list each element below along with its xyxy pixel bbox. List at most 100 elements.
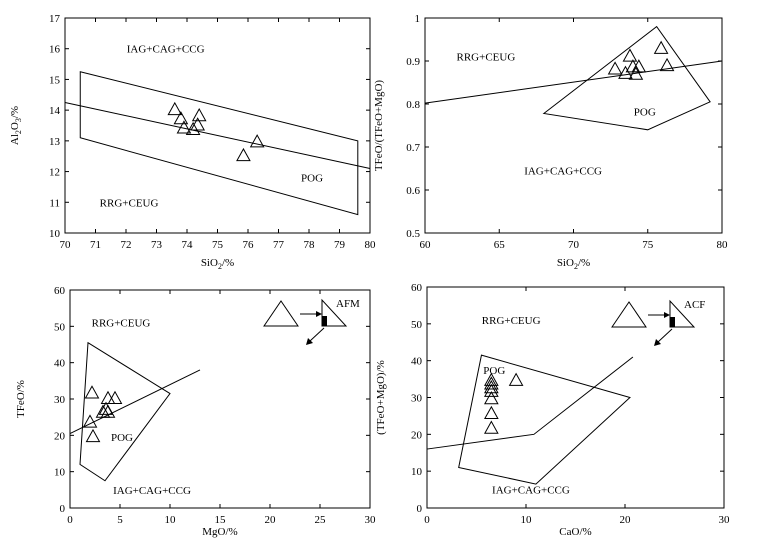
field-boundary-polygon [458,354,631,485]
discrimination-line [424,60,723,104]
y-tick-label: 0 [60,503,66,515]
field-label: IAG+CAG+CCG [127,44,205,56]
y-tick-label: 50 [54,321,66,333]
x-tick-label: 0 [424,514,430,526]
y-tick-label: 15 [49,74,61,86]
sample-point-triangle [82,414,98,428]
y-tick-label: 0.5 [406,228,420,240]
x-tick-label: 75 [212,239,224,251]
x-tick-label: 65 [494,239,506,251]
inset-label: AFM [336,298,360,310]
y-tick-label: 60 [54,285,66,297]
y-axis-label: Al2​O3​/% [9,106,23,145]
sample-point-triangle [508,372,524,386]
inset-small-triangle [669,299,696,328]
field-boundary-polygon [542,25,711,131]
chart-panel-3: 0 5 10 15 20 25 30 0 10 20 30 40 50 60 MgO/% TFeO/% RRG+… [15,285,376,538]
y-tick-label: 40 [54,358,66,370]
x-axis-label: SiO2​/% [201,257,234,271]
y-tick-label: 40 [411,356,423,368]
inset-arrow-head [664,312,670,318]
y-tick-label: 13 [49,136,61,148]
sample-point-triangle [191,108,207,122]
x-axis-label: SiO2​/% [557,257,590,271]
x-tick-label: 78 [304,239,316,251]
y-tick-label: 10 [411,466,423,478]
y-axis-label: TFeO/(TFeO+MgO) [373,80,385,171]
sample-point-triangle [659,57,675,72]
inset-down-arrow-line [309,327,325,342]
field-label: POG [301,173,323,185]
discrimination-line [426,356,634,450]
inset-diagram: ACF [611,299,705,346]
x-tick-label: 73 [151,239,163,251]
x-tick-label: 77 [273,239,285,251]
sample-point-triangle [484,376,499,390]
y-tick-label: 20 [54,430,66,442]
inset-diagram: AFM [263,298,360,345]
y-tick-label: 0.8 [406,99,420,111]
inset-large-triangle [263,300,299,327]
plot-frame [426,286,725,509]
x-tick-label: 70 [568,239,580,251]
y-tick-label: 10 [49,228,61,240]
sample-point-triangle [100,404,116,418]
y-tick-label: 20 [411,429,423,441]
discrimination-line [64,101,371,169]
x-axis-label: MgO/% [202,526,237,538]
field-label: IAG+CAG+CCG [492,485,570,497]
y-tick-label: 30 [411,393,423,405]
y-tick-label: 16 [49,44,61,56]
x-tick-label: 15 [215,514,227,526]
x-tick-label: 76 [243,239,255,251]
plot-frame [424,17,723,234]
y-axis-label: TFeO/% [15,380,27,418]
sample-point-triangle [249,134,265,148]
x-tick-label: 80 [365,239,377,251]
y-tick-label: 0.7 [406,142,420,154]
y-tick-label: 50 [411,319,423,331]
sample-point-triangle [190,117,206,131]
x-tick-label: 30 [719,514,731,526]
y-tick-label: 17 [49,13,61,25]
sample-point-triangle [631,59,647,73]
sample-point-triangle [167,101,183,116]
sample-point-triangle [173,111,189,125]
y-axis-label: (TFeO+MgO)/% [375,360,387,435]
chart-panel-2: 60 65 70 75 80 0.5 0.6 0.7 0.8 0.9 1 SiO2​/% TFeO/(T… [373,13,728,271]
x-tick-label: 10 [165,514,177,526]
field-label: RRG+CEUG [100,197,159,209]
y-tick-label: 14 [49,105,61,117]
sample-point-triangle [618,65,633,79]
x-tick-label: 20 [620,514,632,526]
inset-label: ACF [684,299,705,311]
sample-point-triangle [84,385,100,399]
x-tick-label: 5 [117,514,123,526]
x-tick-label: 71 [90,239,101,251]
x-tick-label: 60 [420,239,432,251]
discrimination-line [69,369,201,434]
field-label: RRG+CEUG [457,52,516,64]
field-boundary-polygon [79,71,359,216]
inset-arrow-head [316,311,322,317]
sample-point-triangle [185,121,201,136]
chart-panel-1: 70 71 72 73 74 75 76 77 78 79 80 10 11 12 13 14 15 16 17 Si… [9,13,376,271]
x-tick-label: 70 [60,239,72,251]
sample-point-triangle [484,391,499,405]
x-tick-label: 30 [365,514,377,526]
inset-down-arrow-line [657,328,673,343]
x-tick-label: 79 [334,239,346,251]
field-boundary-polygon [79,341,171,482]
sample-point-triangle [107,390,123,404]
chart-panel-4: 0 10 20 30 0 10 20 30 40 50 60 CaO/% (TFeO+MgO)/% RRG… [375,282,730,538]
y-tick-label: 1 [415,13,421,25]
x-tick-label: 72 [121,239,132,251]
sample-point-triangle [236,147,251,162]
x-tick-label: 10 [521,514,533,526]
y-tick-label: 60 [411,282,423,294]
sample-point-triangle [607,61,623,75]
inset-down-arrow-head [306,338,313,345]
field-label: POG [634,106,656,118]
y-tick-label: 10 [54,467,66,479]
